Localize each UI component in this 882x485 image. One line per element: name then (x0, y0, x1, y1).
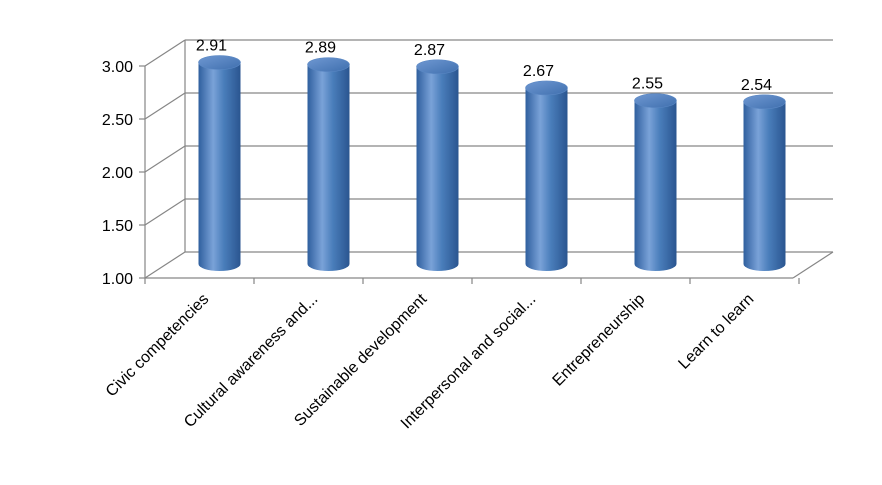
y-tick-label: 2.00 (102, 165, 133, 182)
data-label: 2.55 (632, 76, 663, 93)
gridline-diagonal (144, 198, 186, 226)
bar (307, 57, 350, 271)
gridline-diagonal (144, 92, 186, 120)
y-tick-label: 1.00 (102, 271, 133, 288)
bar-body (416, 66, 459, 271)
data-label: 2.89 (305, 40, 336, 57)
bar-top (416, 59, 459, 75)
data-label: 2.67 (523, 63, 554, 80)
gridlines (144, 39, 833, 279)
bar-top (634, 93, 677, 108)
bars (198, 55, 786, 271)
y-tick-label: 1.50 (102, 218, 133, 235)
bar-top (307, 57, 350, 72)
bar-top (198, 55, 241, 70)
y-tick-label: 2.50 (102, 112, 133, 129)
bar-body (198, 62, 241, 271)
y-tick-label: 3.00 (102, 59, 133, 76)
bar-top (743, 94, 786, 110)
bar (743, 94, 786, 271)
data-label: 2.87 (414, 42, 445, 59)
category-label: Civic competencies (103, 291, 212, 400)
gridline-diagonal (144, 145, 186, 173)
axes (139, 40, 834, 284)
bar-body (634, 100, 677, 271)
gridline-diagonal (144, 251, 186, 279)
bar (198, 55, 241, 271)
bar-body (743, 101, 786, 271)
data-label: 2.91 (196, 38, 227, 55)
bar-body (525, 87, 568, 271)
category-label: Learn to learn (675, 291, 757, 373)
gridline-diagonal (144, 39, 186, 67)
category-label: Entrepreneurship (550, 291, 649, 390)
bar-body (307, 64, 350, 271)
floor-edge (792, 251, 834, 279)
data-label: 2.54 (741, 77, 772, 94)
bar (525, 80, 568, 271)
bar-top (525, 80, 568, 96)
bar (634, 93, 677, 271)
bar (416, 59, 459, 271)
